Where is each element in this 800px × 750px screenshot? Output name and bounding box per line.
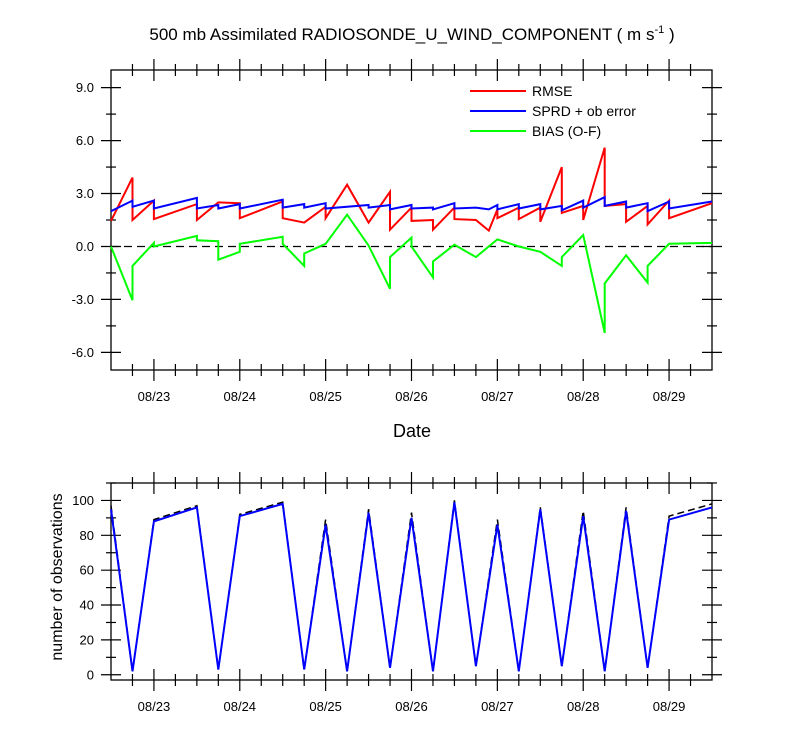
x-tick-label: 08/26 xyxy=(395,389,428,404)
series-line-bias-o-f xyxy=(110,212,713,334)
legend: RMSE SPRD + ob error BIAS (O-F) xyxy=(470,83,636,139)
series-line-sprd-ob-error xyxy=(110,195,713,213)
y-tick-label: 80 xyxy=(80,528,94,543)
x-tick-label: 08/28 xyxy=(567,699,600,714)
bottom-plot-series xyxy=(110,500,713,672)
y-tick-label: 60 xyxy=(80,563,94,578)
x-tick-label: 08/23 xyxy=(138,389,171,404)
y-tick-label: 3.0 xyxy=(76,186,94,201)
x-tick-label: 08/25 xyxy=(309,699,342,714)
y-tick-label: 9.0 xyxy=(76,80,94,95)
y-tick-label: 100 xyxy=(72,493,94,508)
chart-title: 500 mb Assimilated RADIOSONDE_U_WIND_COM… xyxy=(149,24,674,44)
x-tick-label: 08/29 xyxy=(653,699,686,714)
y-axis-title-observations: number of observations xyxy=(49,493,66,660)
y-tick-label: 0 xyxy=(87,667,94,682)
y-tick-label: -6.0 xyxy=(72,345,94,360)
series-line-possible xyxy=(110,500,713,672)
x-tick-label: 08/27 xyxy=(481,699,514,714)
legend-label: SPRD + ob error xyxy=(532,103,636,119)
y-tick-label: -3.0 xyxy=(72,292,94,307)
y-tick-label: 6.0 xyxy=(76,133,94,148)
bottom-plot-axes: 08/23 08/24 08/25 08/26 08/27 08/28 08/29 0 20 40… xyxy=(72,472,722,714)
legend-label: RMSE xyxy=(532,83,572,99)
y-tick-label: 0.0 xyxy=(76,239,94,254)
x-tick-label: 08/27 xyxy=(481,389,514,404)
y-tick-label: 20 xyxy=(80,632,94,647)
x-tick-label: 08/24 xyxy=(224,389,257,404)
series-line-rmse xyxy=(110,147,713,233)
x-tick-label: 08/24 xyxy=(224,699,257,714)
series-line-used xyxy=(110,502,713,672)
x-tick-label: 08/23 xyxy=(138,699,171,714)
x-tick-label: 08/26 xyxy=(395,699,428,714)
x-axis-title: Date xyxy=(393,421,431,441)
legend-label: BIAS (O-F) xyxy=(532,123,601,139)
x-tick-label: 08/29 xyxy=(653,389,686,404)
top-plot-series xyxy=(110,147,713,334)
x-tick-label: 08/28 xyxy=(567,389,600,404)
x-tick-label: 08/25 xyxy=(309,389,342,404)
y-tick-label: 40 xyxy=(80,598,94,613)
